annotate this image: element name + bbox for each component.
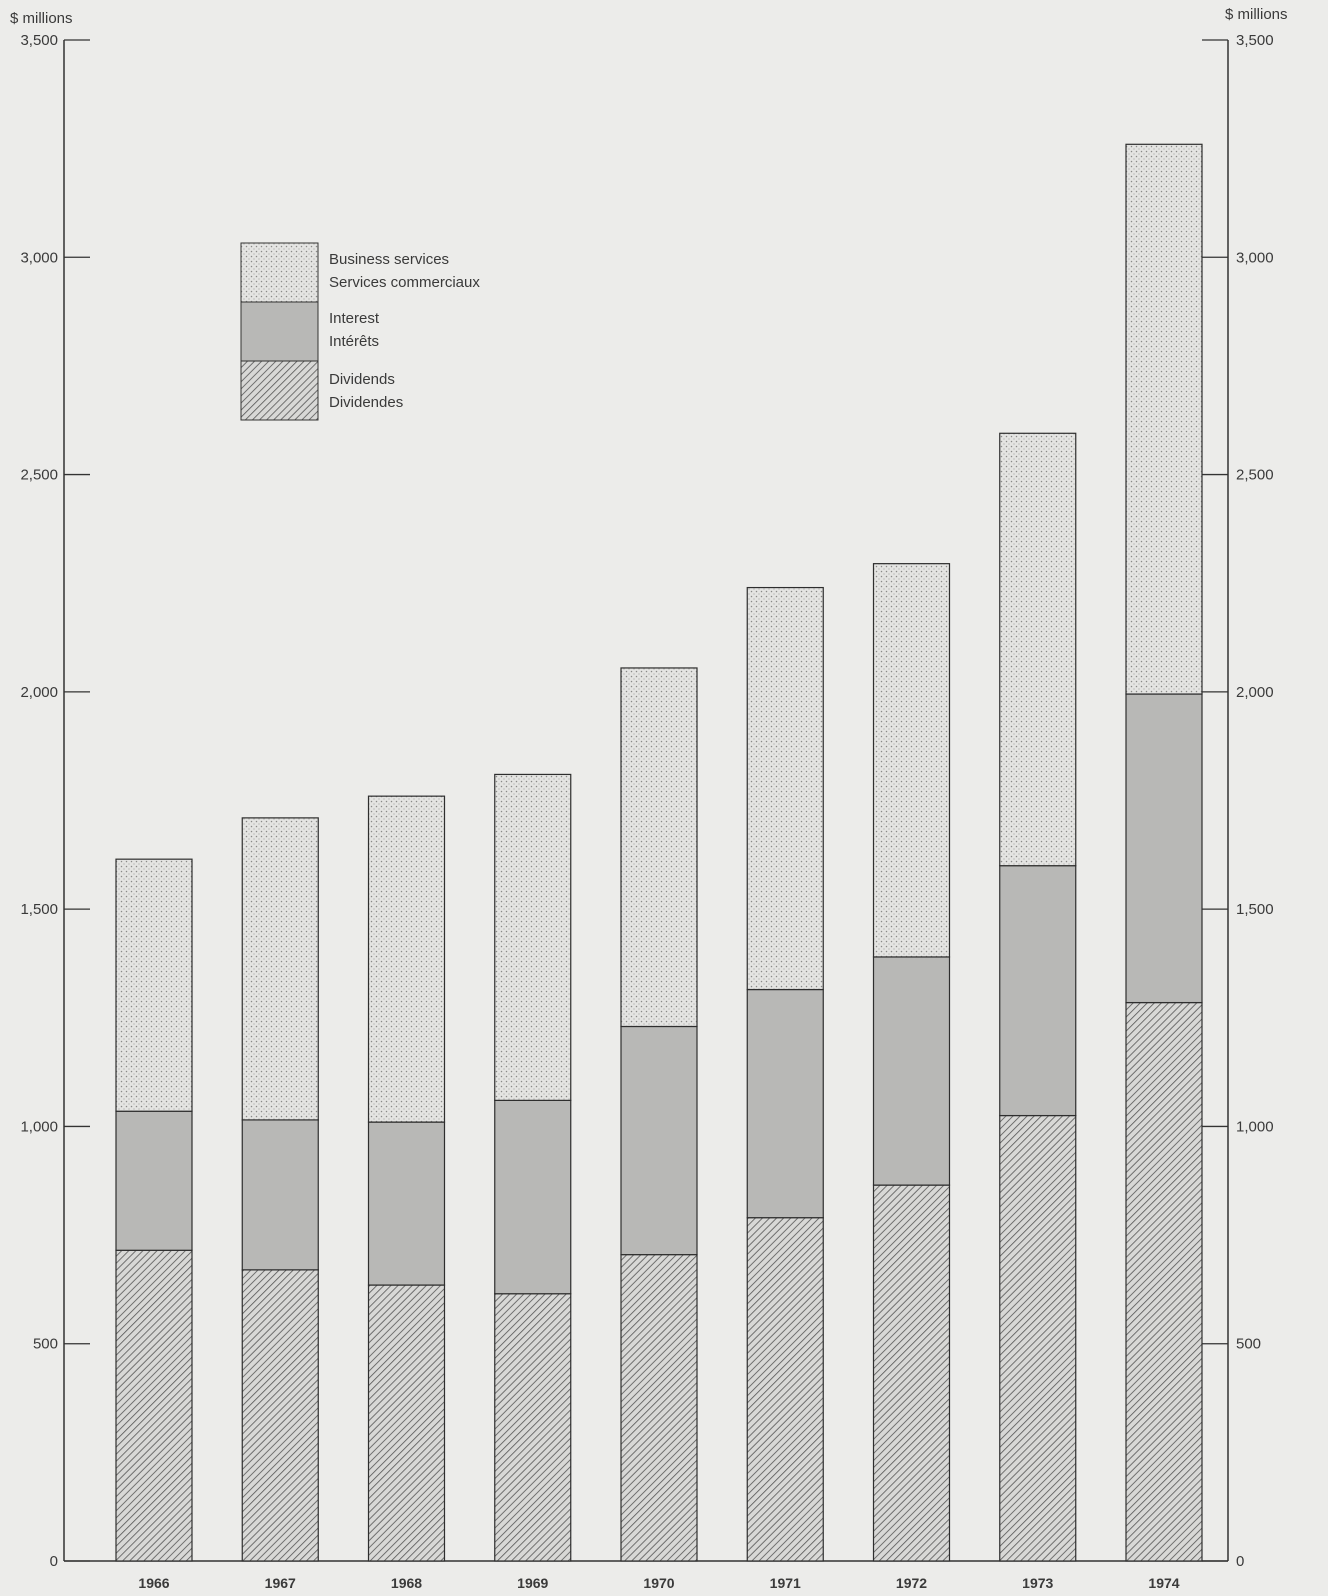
bar-segment-business-services [241,817,319,1121]
right-tick-label: 3,500 [1236,32,1274,49]
bar-segment-interest [872,956,951,1186]
left-tick-label: 3,000 [20,249,58,266]
bar-segment-dividends [241,1269,319,1562]
bar-segment-business-services [620,667,698,1028]
bar-segment-dividends [746,1217,824,1562]
bar-segment-business-services [999,432,1077,867]
legend-swatch-interest [240,301,319,362]
x-tick-label: 1973 [1022,1575,1053,1591]
bar-segment-business-services [115,858,193,1112]
bar-segment-interest [494,1099,572,1295]
legend: Business services Services commerciaux I… [240,242,480,421]
left-tick-label: 1,000 [20,1118,58,1135]
bars [115,143,1203,1562]
left-tick-label: 2,500 [20,467,58,484]
x-tick-label: 1970 [643,1575,674,1591]
bar-segment-business-services [1125,143,1203,695]
bar-segment-dividends [872,1184,951,1562]
left-tick-label: 500 [33,1336,58,1353]
bar-segment-dividends [1125,1001,1203,1562]
bar-segment-interest [620,1025,698,1256]
left-tick-label: 3,500 [20,32,58,49]
bar-segment-interest [1125,693,1203,1004]
bar-segment-dividends [494,1293,572,1562]
right-tick-label: 3,000 [1236,249,1274,266]
legend-swatch-business-services [240,242,319,303]
bar-segment-dividends [115,1249,193,1562]
x-tick-label: 1971 [770,1575,801,1591]
right-tick-label: 2,500 [1236,467,1274,484]
legend-label-dividends: Dividends [329,371,395,388]
bar-segment-business-services [494,773,572,1101]
x-tick-label: 1974 [1148,1575,1179,1591]
bar-segment-dividends [999,1114,1077,1562]
bar-segment-interest [367,1121,446,1286]
legend-label-interest: Interest [329,310,380,327]
left-tick-label: 2,000 [20,684,58,701]
right-tick-label: 0 [1236,1553,1244,1570]
legend-label-interest-fr: Intérêts [329,333,379,350]
bar-segment-business-services [872,563,951,958]
x-tick-label: 1967 [265,1575,296,1591]
left-unit-label: $ millions [10,10,73,27]
bar-segment-interest [241,1119,319,1271]
x-tick-label: 1966 [138,1575,169,1591]
left-tick-label: 1,500 [20,901,58,918]
x-tick-label: 1968 [391,1575,422,1591]
bar-segment-dividends [367,1284,446,1562]
right-tick-label: 500 [1236,1336,1261,1353]
right-tick-label: 1,500 [1236,901,1274,918]
x-tick-label: 1969 [517,1575,548,1591]
right-unit-label: $ millions [1225,6,1288,23]
legend-label-business-services-fr: Services commerciaux [329,274,480,291]
right-tick-label: 2,000 [1236,684,1274,701]
bar-segment-business-services [746,586,824,991]
legend-label-dividends-fr: Dividendes [329,394,403,411]
x-tick-labels: 1966 1967 1968 1969 1970 1971 1972 1973 1974 [138,1575,1179,1591]
legend-label-business-services: Business services [329,251,449,268]
bar-segment-dividends [620,1254,698,1562]
legend-swatch-dividends [240,360,319,421]
bar-segment-interest [115,1110,193,1251]
right-tick-label: 1,000 [1236,1118,1274,1135]
y-ticks: 0 0 500 500 1,000 1,000 1,500 1,500 2,000 2,000 2,… [20,32,1273,1570]
x-tick-label: 1972 [896,1575,927,1591]
bar-segment-interest [999,865,1077,1117]
bar-segment-business-services [367,795,446,1123]
bar-segment-interest [746,988,824,1219]
left-tick-label: 0 [50,1553,58,1570]
